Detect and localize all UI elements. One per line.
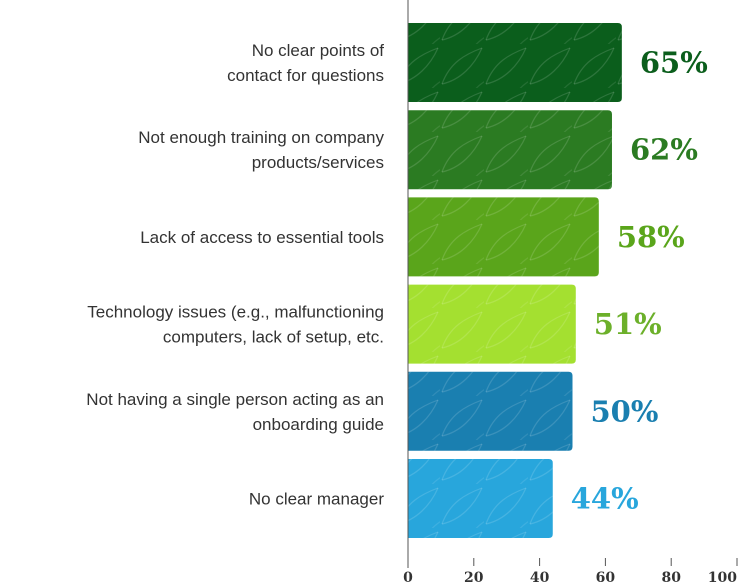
value-label-4: 51% xyxy=(594,307,662,341)
category-label-2-line-1: Not enough training on company xyxy=(138,128,384,147)
bar-texture-6 xyxy=(408,459,553,538)
bar-texture-5 xyxy=(408,371,573,451)
x-tick-label-40: 40 xyxy=(530,570,550,585)
bar-texture-4 xyxy=(408,284,576,364)
category-label-5-line-2: onboarding guide xyxy=(253,415,384,434)
category-label-1-line-1: No clear points of xyxy=(252,41,385,60)
value-label-6: 44% xyxy=(571,482,639,516)
category-label-6-line-1: No clear manager xyxy=(249,490,384,509)
x-tick-label-0: 0 xyxy=(403,570,413,585)
bar-texture-3 xyxy=(408,197,599,277)
x-tick-label-20: 20 xyxy=(464,570,484,585)
category-label-4-line-1: Technology issues (e.g., malfunctioning xyxy=(87,303,384,322)
category-label-3-line-1: Lack of access to essential tools xyxy=(140,228,384,247)
category-label-4-line-2: computers, lack of setup, etc. xyxy=(163,328,384,347)
value-label-3: 58% xyxy=(617,220,685,254)
value-label-5: 50% xyxy=(591,394,659,428)
value-label-1: 65% xyxy=(640,46,708,80)
category-label-2-line-2: products/services xyxy=(252,153,384,172)
x-tick-label-80: 80 xyxy=(661,570,681,585)
x-tick-label-60: 60 xyxy=(596,570,616,585)
category-label-1-line-2: contact for questions xyxy=(227,66,384,85)
value-label-2: 62% xyxy=(630,133,698,167)
category-label-5-line-1: Not having a single person acting as an xyxy=(86,390,384,409)
x-tick-label-100: 100 xyxy=(708,570,737,585)
bar-texture-1 xyxy=(408,23,622,102)
bar-texture-2 xyxy=(408,110,612,190)
